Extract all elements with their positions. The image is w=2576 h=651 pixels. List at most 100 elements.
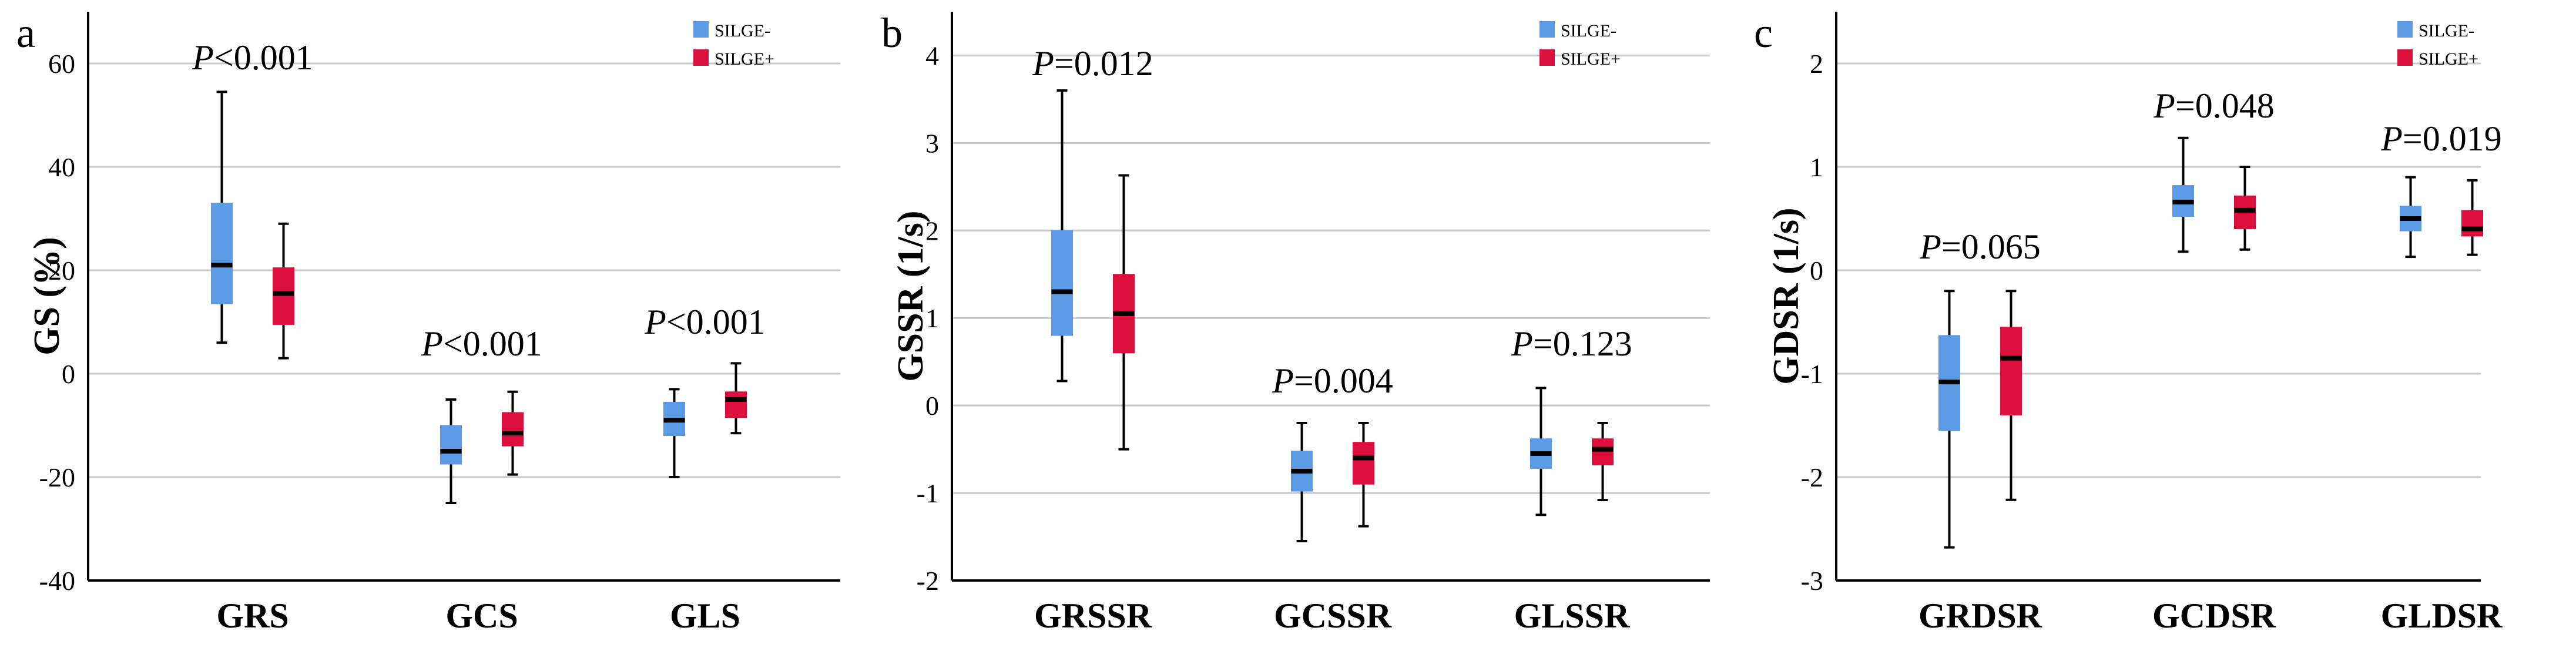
legend-label: SILGE+ bbox=[715, 49, 774, 69]
box-iqr bbox=[211, 203, 233, 304]
box-iqr bbox=[440, 425, 462, 465]
x-category-label: GRDSR bbox=[1918, 596, 2042, 635]
box-silge-gldsr bbox=[2461, 179, 2483, 256]
box-silge-glssr bbox=[1592, 421, 1614, 501]
x-category-label: GCS bbox=[445, 596, 518, 635]
p-value-prefix: P bbox=[1919, 227, 1941, 266]
legend-swatch bbox=[693, 49, 709, 66]
panel-letter: a bbox=[16, 9, 35, 56]
box-iqr bbox=[273, 267, 294, 325]
y-tick-label: 1 bbox=[1810, 152, 1823, 182]
p-value-label: P=0.065 bbox=[1919, 227, 2041, 266]
p-value-label: P=0.048 bbox=[2153, 86, 2275, 125]
p-value-label: P<0.001 bbox=[644, 303, 766, 341]
p-value-prefix: P bbox=[1032, 44, 1054, 83]
box-silge-grs bbox=[211, 90, 233, 344]
y-tick-label: -2 bbox=[917, 566, 939, 596]
box-silge-grssr bbox=[1051, 89, 1073, 382]
legend-label: SILGE- bbox=[1561, 21, 1616, 41]
x-category-label: GLSSR bbox=[1514, 596, 1630, 635]
y-tick-label: 2 bbox=[1810, 49, 1823, 79]
p-value-text: =0.065 bbox=[1941, 227, 2041, 266]
box-iqr bbox=[1353, 442, 1374, 485]
legend: SILGE- SILGE+ bbox=[2397, 21, 2478, 69]
p-value-prefix: P bbox=[1272, 361, 1294, 400]
box-silge-gcdsr bbox=[2172, 136, 2194, 253]
y-tick-label: 40 bbox=[48, 152, 75, 182]
y-tick-label: 2 bbox=[925, 216, 939, 246]
legend-label: SILGE+ bbox=[1561, 49, 1621, 69]
y-tick-label: 4 bbox=[925, 41, 939, 71]
box-silge-gcdsr bbox=[2234, 166, 2256, 251]
box-silge-grssr bbox=[1113, 174, 1135, 451]
panel-letter: c bbox=[1754, 9, 1773, 56]
box-silge-gls bbox=[663, 388, 685, 478]
x-category-label: GRSSR bbox=[1034, 596, 1152, 635]
legend-swatch bbox=[2397, 49, 2413, 66]
p-value-label: P=0.019 bbox=[2380, 119, 2502, 158]
y-tick-label: -40 bbox=[39, 566, 75, 596]
box-silge-gcs bbox=[440, 398, 462, 504]
y-tick-label: 3 bbox=[925, 128, 939, 158]
box-iqr bbox=[502, 412, 524, 447]
y-tick-label: 0 bbox=[1810, 256, 1823, 286]
y-tick-label: 1 bbox=[925, 303, 939, 333]
y-tick-label: 20 bbox=[48, 256, 75, 286]
p-value-text: =0.004 bbox=[1294, 361, 1393, 400]
p-value-prefix: P bbox=[1511, 324, 1533, 363]
x-category-label: GLS bbox=[670, 596, 740, 635]
box-silge-grs bbox=[273, 222, 294, 360]
y-tick-label: 0 bbox=[62, 359, 75, 389]
box-iqr bbox=[725, 391, 747, 418]
box-silge-gldsr bbox=[2400, 176, 2421, 259]
p-value-label: P=0.123 bbox=[1511, 324, 1632, 363]
legend-swatch bbox=[1539, 21, 1555, 38]
box-silge-gcssr bbox=[1291, 421, 1313, 542]
box-iqr bbox=[1051, 230, 1073, 336]
legend-swatch bbox=[693, 21, 709, 38]
legend: SILGE- SILGE+ bbox=[693, 21, 774, 69]
p-value-text: <0.001 bbox=[214, 38, 313, 77]
y-axis-label: GSSR (1/s) bbox=[891, 210, 931, 381]
legend-label: SILGE- bbox=[2419, 21, 2474, 41]
p-value-label: P=0.012 bbox=[1032, 44, 1153, 83]
y-tick-label: 0 bbox=[925, 391, 939, 421]
x-category-label: GCSSR bbox=[1274, 596, 1392, 635]
p-value-prefix: P bbox=[644, 303, 666, 341]
y-tick-label: -1 bbox=[1801, 359, 1823, 389]
p-value-prefix: P bbox=[192, 38, 214, 77]
box-iqr bbox=[2461, 210, 2483, 237]
p-value-prefix: P bbox=[2380, 119, 2403, 158]
p-value-label: P<0.001 bbox=[421, 324, 542, 363]
p-value-prefix: P bbox=[2153, 86, 2175, 125]
p-value-text: <0.001 bbox=[443, 324, 542, 363]
y-tick-label: -2 bbox=[1801, 462, 1823, 492]
box-silge-gls bbox=[725, 362, 747, 435]
p-value-text: =0.019 bbox=[2403, 119, 2502, 158]
box-silge-grdsr bbox=[1938, 290, 1960, 549]
p-value-text: =0.012 bbox=[1054, 44, 1153, 83]
legend-swatch bbox=[2397, 21, 2413, 38]
y-tick-label: -1 bbox=[917, 478, 939, 508]
legend-label: SILGE- bbox=[715, 21, 770, 41]
x-category-label: GRS bbox=[216, 596, 289, 635]
panel-letter: b bbox=[881, 9, 903, 56]
x-category-label: GLDSR bbox=[2381, 596, 2503, 635]
box-silge-grdsr bbox=[2000, 290, 2022, 501]
legend: SILGE- SILGE+ bbox=[1539, 21, 1621, 69]
box-silge-gcs bbox=[502, 390, 524, 476]
y-axis-label: GDSR (1/s) bbox=[1766, 207, 1806, 384]
p-value-text: =0.123 bbox=[1533, 324, 1632, 363]
legend-label: SILGE+ bbox=[2419, 49, 2478, 69]
p-value-prefix: P bbox=[421, 324, 443, 363]
box-silge-gcssr bbox=[1353, 421, 1374, 528]
y-tick-label: -20 bbox=[39, 462, 75, 492]
p-value-label: P=0.004 bbox=[1272, 361, 1393, 400]
x-category-label: GCDSR bbox=[2152, 596, 2276, 635]
y-tick-label: -3 bbox=[1801, 566, 1823, 596]
y-axis-label: GS (%) bbox=[27, 237, 67, 355]
